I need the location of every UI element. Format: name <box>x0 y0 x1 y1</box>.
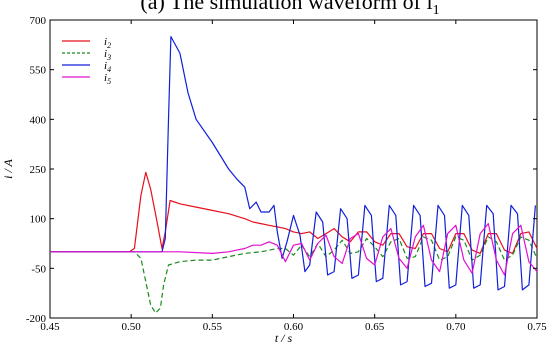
x-tick-label: 0.45 <box>40 321 60 333</box>
y-axis-ticks: -200 -50 100 250 400 550 700 <box>26 15 537 325</box>
x-tick-label: 0.60 <box>284 321 304 333</box>
x-tick-label: 0.70 <box>446 321 466 333</box>
y-tick-label: 100 <box>30 214 47 226</box>
x-tick-label: 0.65 <box>365 321 385 333</box>
series-line-i3 <box>50 236 538 314</box>
legend-label-i3: i3 <box>104 48 111 62</box>
y-axis-label: i / A <box>1 158 15 178</box>
y-tick-label: 700 <box>30 15 47 27</box>
y-tick-label: 550 <box>30 65 47 77</box>
legend-label-i2: i2 <box>104 36 111 50</box>
legend-label-i5: i5 <box>104 72 111 86</box>
chart-title: (a) The simulation waveform of i1 <box>140 0 439 18</box>
x-tick-label: 0.75 <box>527 321 547 333</box>
series-line-i4 <box>50 36 536 291</box>
plot-frame-border <box>49 19 538 319</box>
chart-title-subscript: 1 <box>433 3 440 18</box>
y-tick-label: 400 <box>30 114 47 126</box>
x-axis-label: t / s <box>275 331 293 345</box>
y-tick-label: -50 <box>31 263 46 275</box>
plot-frame <box>49 19 538 319</box>
x-tick-label: 0.55 <box>203 321 223 333</box>
x-tick-label: 0.50 <box>122 321 142 333</box>
series-line-i5 <box>50 223 538 276</box>
series-line-i2 <box>50 171 538 254</box>
y-tick-label: -200 <box>26 313 47 325</box>
legend-label-i4: i4 <box>104 60 111 74</box>
x-axis-ticks: 0.45 0.50 0.55 0.60 0.65 0.70 0.75 <box>40 20 547 333</box>
series-lines <box>50 36 538 314</box>
y-tick-label: 250 <box>30 164 47 176</box>
